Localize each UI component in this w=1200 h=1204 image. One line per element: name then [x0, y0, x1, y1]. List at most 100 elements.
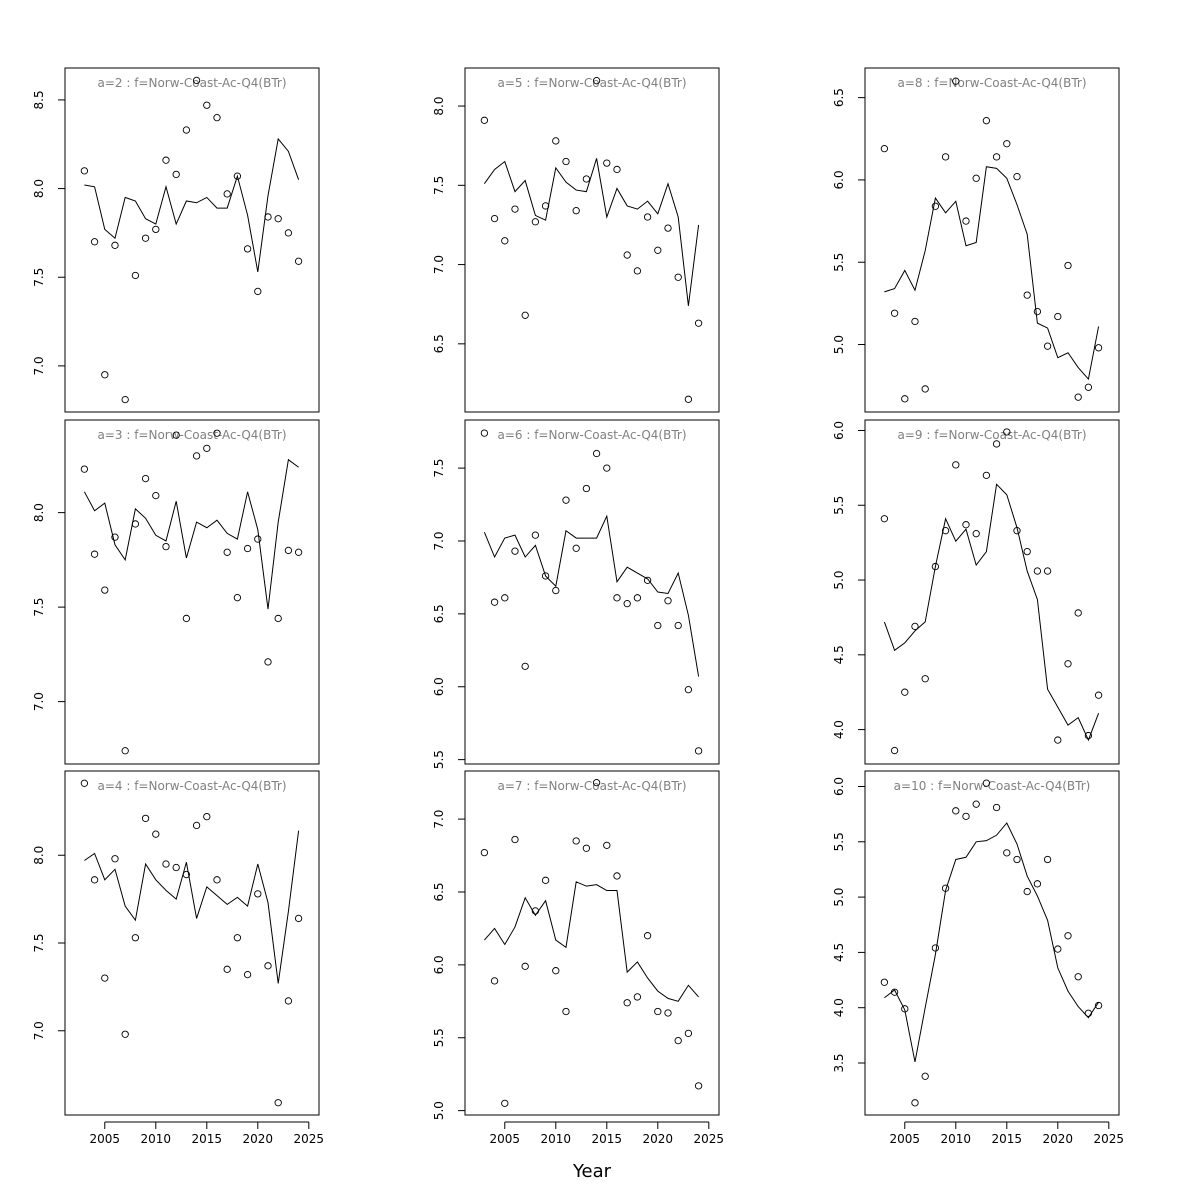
data-point — [931, 944, 940, 952]
fit-line — [83, 458, 299, 610]
panel-title: a=2 : f=Norw-Coast-Ac-Q4(BTr) — [97, 76, 286, 90]
data-point — [1023, 547, 1031, 556]
data-point — [582, 844, 591, 852]
data-point — [172, 431, 180, 439]
data-point — [111, 241, 119, 249]
data-point — [684, 395, 693, 403]
data-point — [101, 371, 109, 379]
fit-line — [84, 830, 300, 984]
data-point — [203, 101, 211, 109]
data-point — [294, 548, 303, 556]
data-point — [931, 202, 940, 210]
data-point — [1094, 691, 1103, 699]
data-point — [121, 395, 129, 404]
data-point — [890, 746, 899, 755]
y-tick-label: 7.0 — [432, 810, 446, 829]
data-point — [603, 841, 611, 849]
data-point — [1023, 291, 1031, 299]
y-tick-label: 7.0 — [32, 356, 46, 375]
data-point — [633, 594, 642, 602]
data-point — [684, 686, 693, 694]
plot-frame — [864, 770, 1120, 1116]
data-point — [603, 159, 611, 167]
data-point — [203, 812, 211, 821]
data-point — [592, 449, 601, 458]
x-tick-label: 2020 — [1043, 1132, 1074, 1146]
data-point — [962, 521, 970, 529]
y-tick-label: 6.5 — [432, 604, 446, 623]
data-point — [972, 530, 980, 538]
data-point — [203, 444, 211, 453]
data-point — [274, 215, 282, 223]
data-point — [480, 429, 489, 437]
plot-frame — [64, 770, 320, 1116]
data-point — [911, 317, 919, 326]
data-point — [511, 205, 519, 213]
data-point — [911, 1099, 919, 1107]
data-point — [1074, 609, 1082, 617]
y-tick-label: 5.5 — [832, 253, 846, 272]
data-point — [1043, 855, 1052, 864]
data-point — [1013, 172, 1021, 181]
panel-title: a=5 : f=Norw-Coast-Ac-Q4(BTr) — [497, 76, 686, 90]
data-point — [613, 165, 621, 174]
data-point — [243, 245, 252, 253]
data-point — [152, 830, 160, 838]
data-point — [121, 747, 129, 755]
data-point — [541, 572, 550, 580]
data-point — [131, 271, 140, 280]
plot-frame — [64, 67, 320, 413]
data-point — [490, 977, 499, 985]
fit-line — [883, 483, 1100, 742]
data-point — [613, 594, 621, 602]
data-point — [172, 863, 180, 872]
data-point — [684, 1029, 693, 1038]
data-point — [633, 993, 642, 1001]
data-point — [982, 779, 991, 787]
data-point — [1043, 342, 1052, 350]
data-point — [243, 544, 252, 553]
data-point — [1003, 140, 1011, 148]
data-point — [90, 876, 99, 884]
data-point — [664, 224, 672, 232]
data-point — [582, 175, 591, 183]
y-tick-label: 7.0 — [432, 531, 446, 550]
data-point — [243, 970, 252, 979]
data-point — [992, 440, 1001, 448]
data-point — [901, 688, 909, 696]
data-point — [223, 548, 231, 556]
data-point — [941, 153, 950, 161]
data-point — [674, 1037, 682, 1045]
data-point — [1074, 973, 1082, 981]
x-tick-label: 2010 — [941, 1132, 972, 1146]
data-point — [982, 471, 991, 479]
data-point — [623, 251, 631, 259]
data-point — [952, 807, 960, 815]
data-point — [1084, 383, 1093, 391]
y-tick-label: 4.0 — [832, 998, 846, 1017]
x-tick-label: 2005 — [90, 1132, 121, 1146]
y-tick-label: 6.0 — [432, 677, 446, 696]
data-point — [141, 474, 150, 483]
data-point — [1043, 567, 1052, 575]
x-tick-label: 2025 — [694, 1132, 725, 1146]
data-point — [152, 491, 160, 500]
y-tick-label: 3.5 — [832, 1053, 846, 1072]
fit-line — [483, 514, 700, 677]
data-point — [284, 997, 293, 1005]
x-tick-label: 2025 — [1094, 1132, 1125, 1146]
data-point — [90, 238, 99, 246]
data-point — [162, 542, 170, 551]
data-point — [254, 535, 262, 543]
y-tick-label: 8.0 — [32, 503, 46, 522]
data-point — [552, 586, 560, 595]
data-point — [562, 496, 570, 504]
data-point — [1033, 880, 1042, 888]
fit-line — [483, 158, 700, 306]
data-point — [501, 237, 509, 245]
data-point — [111, 855, 119, 863]
data-point — [1054, 945, 1062, 953]
data-point — [901, 395, 909, 403]
data-point — [694, 747, 703, 755]
